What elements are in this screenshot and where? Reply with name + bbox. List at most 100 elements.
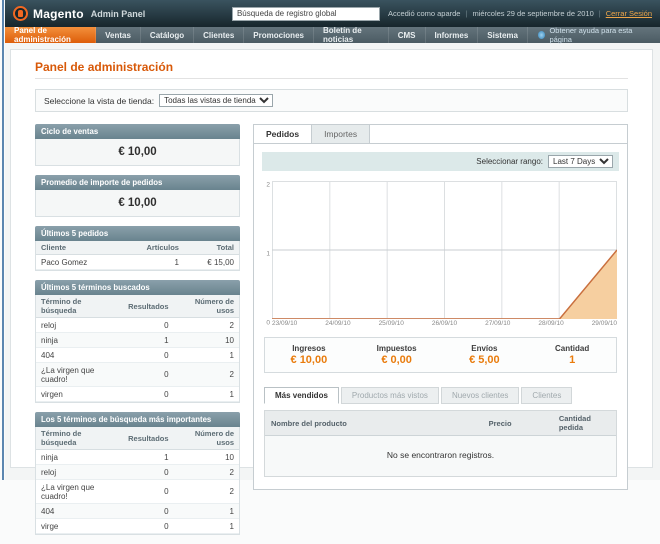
table-row[interactable]: reloj 0 2: [36, 464, 239, 480]
help-link[interactable]: Obtener ayuda para esta página: [528, 26, 660, 44]
dashboard-main-panel: Pedidos Importes Seleccionar rango: Last …: [253, 124, 628, 544]
table-row[interactable]: 404 0 1: [36, 347, 239, 363]
table-cell: 0: [123, 503, 174, 519]
tab-m-s-vendidos[interactable]: Más vendidos: [264, 387, 339, 404]
logout-link[interactable]: Cerrar Sesión: [605, 9, 652, 18]
range-select[interactable]: Last 7 Days: [548, 155, 613, 168]
table-cell: 1: [123, 332, 174, 348]
stat-value: 1: [569, 354, 576, 366]
bestsellers-section: Nombre del producto Precio Cantidad pedida…: [264, 410, 617, 477]
y-tick-label: 1: [266, 250, 270, 258]
chart-x-axis: 23/09/10 24/09/10 25/09/10 26/09/10 27/09/10…: [272, 320, 617, 327]
column-header: Nombre del producto: [265, 411, 483, 436]
table-cell: ninja: [36, 332, 124, 348]
nav-item-sistema[interactable]: Sistema: [478, 27, 528, 43]
column-header: Total: [183, 241, 239, 255]
stat-ingresos: Ingresos € 10,00: [265, 344, 353, 366]
global-search-input[interactable]: [231, 6, 380, 21]
table-cell: 2: [173, 464, 239, 480]
nav-item-cms[interactable]: CMS: [389, 27, 426, 43]
table-cell: 2: [173, 362, 239, 387]
table-cell: 0: [123, 362, 174, 387]
nav-item-panel-de-administraci-n[interactable]: Panel de administración: [5, 26, 97, 44]
column-header: Cantidad pedida: [552, 411, 616, 436]
tab-clientes[interactable]: Clientes: [521, 387, 573, 404]
column-header: Cliente: [36, 241, 121, 255]
stat-value: € 5,00: [469, 354, 500, 366]
table-cell: 0: [123, 317, 174, 333]
nav-item-promociones[interactable]: Promociones: [244, 27, 314, 43]
table-cell: virgen: [36, 386, 124, 402]
chart-svg: [272, 181, 617, 319]
table-row[interactable]: Paco Gomez 1 € 15,00: [36, 254, 239, 270]
table-cell: 1: [173, 386, 239, 402]
chart-y-axis: 0 1 2: [260, 181, 272, 327]
stat-envíos: Envíos € 5,00: [441, 344, 529, 366]
nav-item-ventas[interactable]: Ventas: [96, 27, 141, 43]
bestsellers-table: Nombre del producto Precio Cantidad pedida: [265, 411, 616, 436]
tab-nuevos-clientes[interactable]: Nuevos clientes: [440, 387, 520, 404]
lifetime-sales-value: € 10,00: [35, 139, 240, 166]
last-search-terms-widget: Últimos 5 términos buscados Término de b…: [35, 280, 240, 403]
logo-title: Magento: [33, 6, 84, 21]
table-cell: 1: [123, 449, 174, 465]
magento-logo: Magento Admin Panel: [13, 6, 145, 21]
x-tick-label: 24/09/10: [325, 320, 351, 327]
table-cell: ¿La virgen que cuadro!: [36, 479, 124, 504]
table-cell: € 15,00: [183, 254, 239, 270]
tab-importes[interactable]: Importes: [312, 125, 371, 143]
page-title: Panel de administración: [35, 60, 628, 79]
top-search-terms-table: Término de búsqueda Resultados Número de u…: [36, 427, 239, 534]
table-cell: 0: [123, 518, 174, 534]
nav-item-clientes[interactable]: Clientes: [194, 27, 245, 43]
store-switcher-select[interactable]: Todas las vistas de tienda: [159, 94, 274, 107]
x-tick-label: 23/09/10: [272, 320, 298, 327]
stat-value: € 10,00: [290, 354, 328, 366]
table-cell: 10: [173, 449, 239, 465]
table-cell: 1: [173, 518, 239, 534]
widget-title: Los 5 términos de búsqueda más important…: [35, 412, 240, 427]
average-orders-value: € 10,00: [35, 190, 240, 217]
nav-item-informes[interactable]: Informes: [426, 27, 479, 43]
tab-productos-m-s-vistos[interactable]: Productos más vistos: [340, 387, 439, 404]
x-tick-label: 26/09/10: [431, 320, 458, 327]
table-row[interactable]: ¿La virgen que cuadro! 0 2: [36, 362, 239, 387]
table-row[interactable]: ninja 1 10: [36, 332, 239, 348]
stat-label: Impuestos: [376, 344, 417, 353]
totals-bar: Ingresos € 10,00 Impuestos € 0,00 Envíos € 5,…: [264, 337, 617, 373]
last-orders-table: Cliente Artículos Total Paco Gomez 1 € 15,00: [36, 241, 239, 270]
table-row[interactable]: ¿La virgen que cuadro! 0 2: [36, 479, 239, 504]
widget-title: Ciclo de ventas: [35, 124, 240, 139]
table-cell: ¿La virgen que cuadro!: [36, 362, 124, 387]
table-row[interactable]: virge 0 1: [36, 518, 239, 534]
main-nav: Panel de administración Ventas Catálogo Cli…: [5, 26, 660, 44]
table-cell: 10: [173, 332, 239, 348]
y-tick-label: 0: [266, 319, 270, 327]
store-switcher-label: Seleccione la vista de tienda:: [44, 95, 155, 106]
table-cell: 1: [173, 503, 239, 519]
widget-title: Últimos 5 términos buscados: [35, 280, 240, 295]
content-area: Panel de administración Seleccione la vi…: [10, 49, 653, 535]
help-icon: [537, 31, 546, 39]
stat-cantidad: Cantidad 1: [528, 344, 616, 366]
current-date: miércoles 29 de septiembre de 2010: [472, 9, 594, 18]
chart-plot-area: [272, 181, 617, 319]
widget-title: Últimos 5 pedidos: [35, 226, 240, 241]
logged-in-as: Accedió como aparde: [387, 9, 461, 18]
x-tick-label: 29/09/10: [591, 320, 617, 327]
separator: |: [465, 9, 468, 18]
dashboard-left-column: Ciclo de ventas € 10,00 Promedio de impo…: [35, 124, 240, 544]
table-row[interactable]: reloj 0 2: [36, 317, 239, 333]
orders-chart: 0 1 2: [254, 177, 627, 327]
table-row[interactable]: 404 0 1: [36, 503, 239, 519]
table-row[interactable]: virgen 0 1: [36, 386, 239, 402]
nav-item-cat-logo[interactable]: Catálogo: [141, 27, 195, 43]
table-cell: 0: [123, 347, 174, 363]
table-cell: 2: [173, 479, 239, 504]
top-search-terms-widget: Los 5 términos de búsqueda más important…: [35, 412, 240, 535]
store-switcher: Seleccione la vista de tienda: Todas las…: [35, 89, 628, 112]
nav-item-bolet-n-de-noticias[interactable]: Boletín de noticias: [314, 26, 389, 44]
tab-pedidos[interactable]: Pedidos: [254, 125, 313, 143]
table-row[interactable]: ninja 1 10: [36, 449, 239, 465]
x-tick-label: 28/09/10: [538, 320, 564, 327]
